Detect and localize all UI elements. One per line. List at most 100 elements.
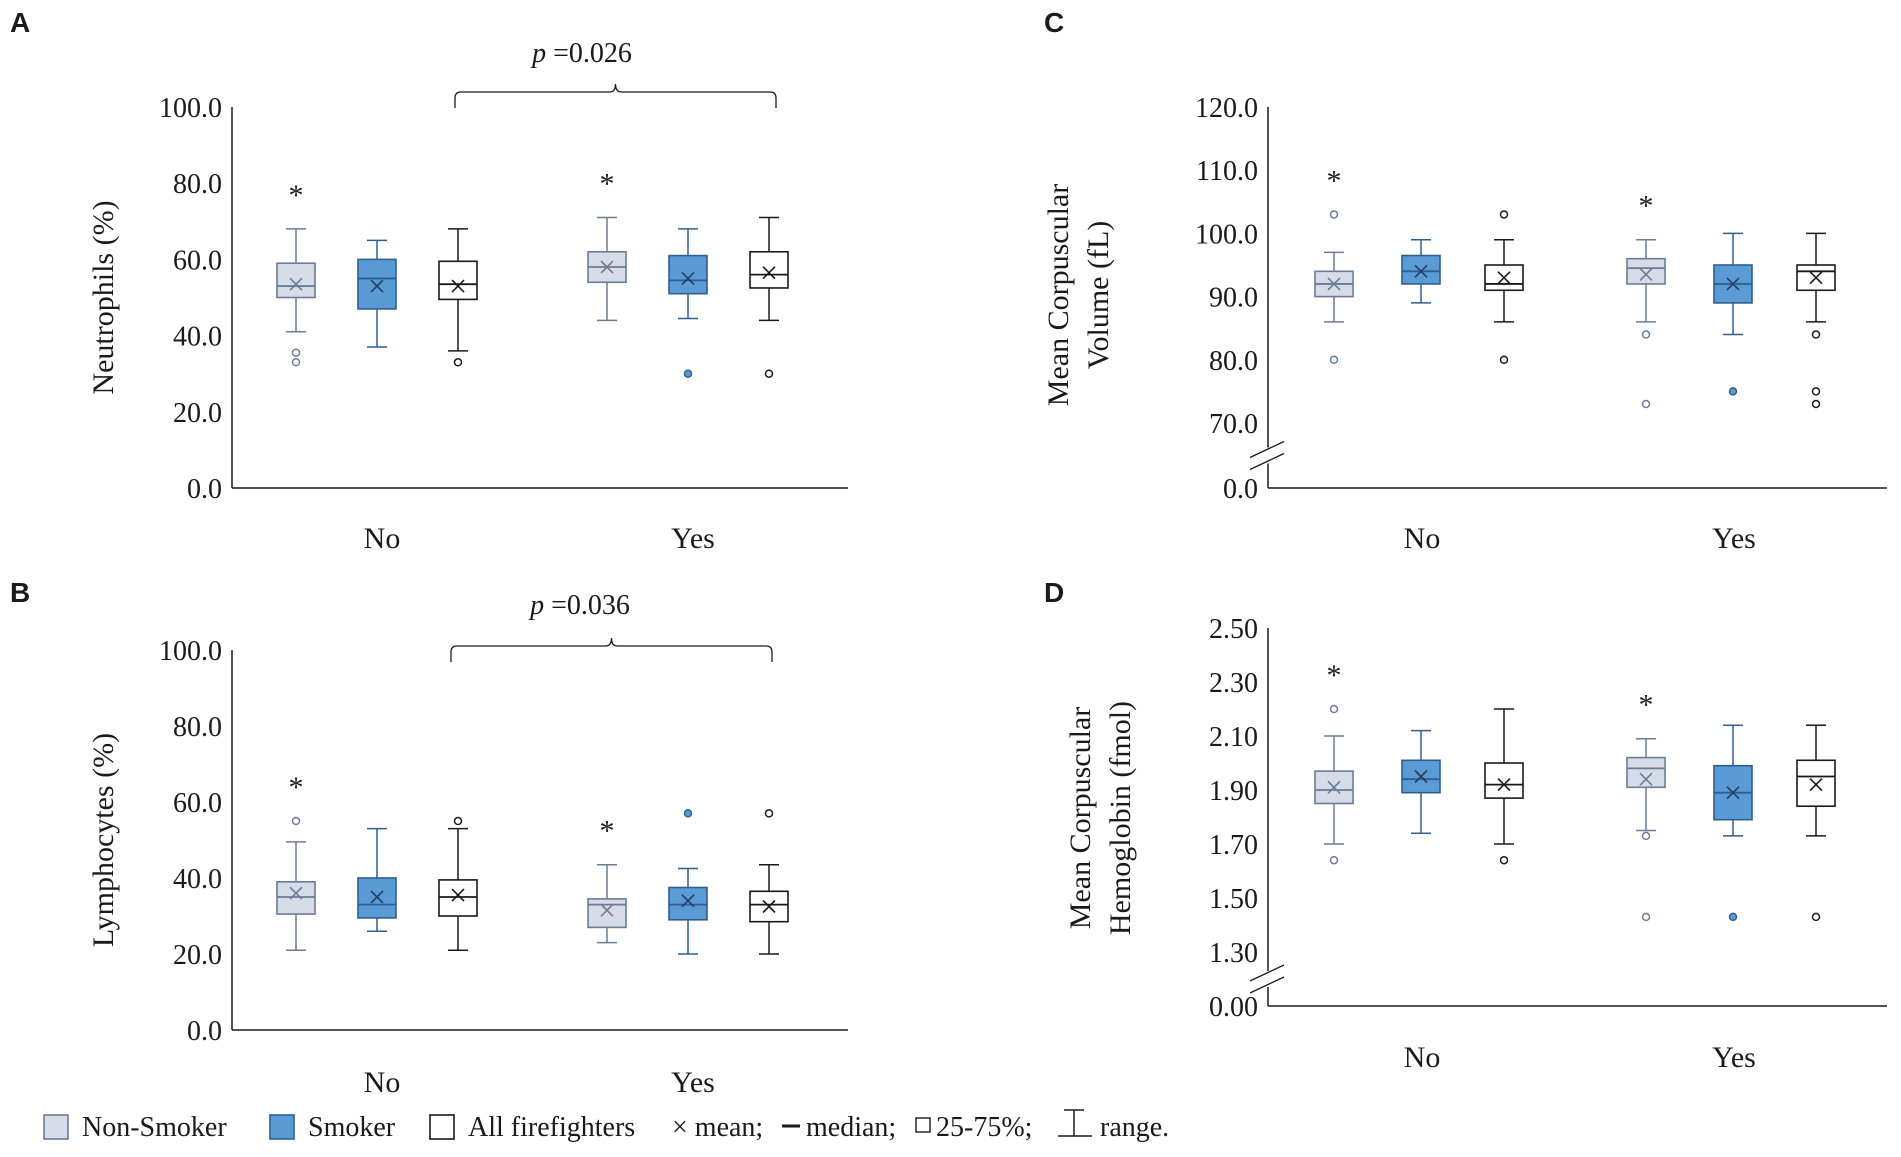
- iqr-box: [1401, 254, 1441, 285]
- box-non-smoker-yes: *: [1626, 190, 1666, 409]
- outlier-point: [1499, 855, 1509, 865]
- outlier-point: [1811, 330, 1821, 339]
- outlier-point: [764, 369, 774, 378]
- legend-swatch: [429, 1114, 455, 1140]
- outlier-point: [291, 348, 301, 357]
- y-tick-label: 0.0: [187, 474, 222, 505]
- significance-star: *: [600, 167, 615, 200]
- y-tick-label: 2.50: [1209, 614, 1258, 645]
- box-smoker-no: [1401, 729, 1441, 834]
- box-smoker-no: [357, 239, 397, 348]
- legend-item-non-smoker: Non-Smoker: [43, 1112, 227, 1143]
- legend-box-symbol: [915, 1117, 931, 1133]
- box-non-smoker-no: *: [1314, 164, 1354, 365]
- y-tick-label: 0.00: [1209, 992, 1258, 1023]
- outlier-point: [1641, 912, 1651, 922]
- mean-marker: [600, 260, 614, 274]
- box-all-firefighters-no: [438, 816, 478, 951]
- y-tick-label: 60.0: [173, 245, 222, 276]
- y-axis-title: Hemoglobin (fmol): [1104, 701, 1137, 935]
- y-tick-label: 0.0: [1223, 474, 1258, 505]
- outlier-point: [1329, 210, 1339, 219]
- x-category-label: No: [364, 522, 401, 555]
- outlier-point: [1811, 387, 1821, 396]
- outlier-point: [1728, 912, 1738, 922]
- y-tick-label: 2.10: [1209, 722, 1258, 753]
- axis-break-marks: [1249, 440, 1285, 471]
- y-tick-label: 90.0: [1209, 283, 1258, 314]
- box-non-smoker-yes: *: [587, 815, 627, 944]
- p-value-bracket: [454, 83, 777, 108]
- axis-break-gap: [1265, 971, 1271, 987]
- x-category-label: Yes: [671, 1066, 715, 1099]
- outlier-point: [1329, 355, 1339, 365]
- box-smoker-yes: [1713, 724, 1753, 922]
- box-smoker-yes: [668, 228, 708, 378]
- mean-marker: [370, 279, 384, 293]
- legend-label: Smoker: [308, 1112, 396, 1143]
- y-tick-label: 20.0: [173, 398, 222, 429]
- panel-a: A 0.0 20.0 40.0 60.0 80.0 100.0 Neutrophils (%)…: [10, 7, 848, 555]
- mean-marker: [1497, 271, 1511, 285]
- y-tick-label: 1.70: [1209, 830, 1258, 861]
- axis-break-marks: [1249, 964, 1285, 994]
- p-value: =0.036: [551, 590, 630, 621]
- outlier-point: [1811, 399, 1821, 409]
- y-tick-label: 100.0: [159, 636, 222, 667]
- p-value: =0.026: [553, 38, 632, 69]
- panel-d: D 0.00 1.30 1.50 1.70 1.90 2.10 2.30 2.50 Mean Co…: [1044, 577, 1887, 1074]
- mean-marker: [1414, 769, 1428, 784]
- y-tick-label: 2.30: [1209, 668, 1258, 699]
- box-non-smoker-yes: *: [1626, 689, 1666, 922]
- iqr-box: [438, 260, 478, 301]
- mean-marker: [1497, 778, 1511, 792]
- outlier-point: [1728, 387, 1738, 396]
- significance-star: *: [1327, 659, 1342, 692]
- legend-median-text: median;: [806, 1112, 896, 1143]
- outlier-point: [1641, 330, 1651, 339]
- outlier-point: [453, 358, 463, 367]
- iqr-box: [1796, 759, 1836, 807]
- iqr-box: [668, 254, 708, 295]
- mean-marker: [1639, 267, 1653, 282]
- mean-marker: [681, 271, 695, 286]
- outlier-point: [1329, 704, 1339, 714]
- box-smoker-no: [357, 827, 397, 932]
- y-tick-label: 0.0: [187, 1016, 222, 1047]
- mean-marker: [451, 279, 465, 293]
- y-tick-label: 120.0: [1195, 93, 1258, 124]
- mean-marker: [1327, 780, 1341, 794]
- y-tick-label: 100.0: [1195, 219, 1258, 250]
- significance-star: *: [1327, 164, 1342, 197]
- box-non-smoker-no: *: [1314, 659, 1354, 865]
- panel-letter: D: [1044, 577, 1064, 608]
- y-tick-label: 80.0: [173, 712, 222, 743]
- p-value-bracket: [450, 637, 773, 662]
- iqr-box: [1626, 257, 1666, 285]
- x-category-label: No: [1404, 1041, 1441, 1074]
- x-category-label: Yes: [671, 522, 715, 555]
- y-tick-label: 1.30: [1209, 938, 1258, 969]
- outlier-point: [1641, 399, 1651, 409]
- box-all-firefighters-no: [1484, 708, 1524, 865]
- y-axis-title: Mean Corpuscular: [1064, 707, 1097, 929]
- iqr-box: [438, 879, 478, 917]
- y-tick-label: 80.0: [1209, 346, 1258, 377]
- legend-label: All firefighters: [468, 1112, 635, 1143]
- iqr-box: [276, 880, 316, 915]
- outlier-point: [683, 809, 693, 818]
- axis-break-slash: [1249, 976, 1285, 994]
- y-axis-title: Neutrophils (%): [87, 200, 120, 394]
- mean-marker: [1639, 772, 1653, 786]
- legend-mean-text: × mean;: [672, 1112, 763, 1143]
- mean-marker: [681, 894, 695, 908]
- y-tick-label: 70.0: [1209, 409, 1258, 440]
- x-category-label: No: [1404, 522, 1441, 555]
- significance-star: *: [289, 179, 304, 212]
- iqr-box: [1484, 762, 1524, 799]
- outlier-point: [1641, 831, 1651, 841]
- box-all-firefighters-yes: [1796, 724, 1836, 922]
- mean-marker: [1726, 786, 1740, 800]
- legend: Non-Smoker Smoker All firefighters × mean; m…: [43, 1109, 1169, 1143]
